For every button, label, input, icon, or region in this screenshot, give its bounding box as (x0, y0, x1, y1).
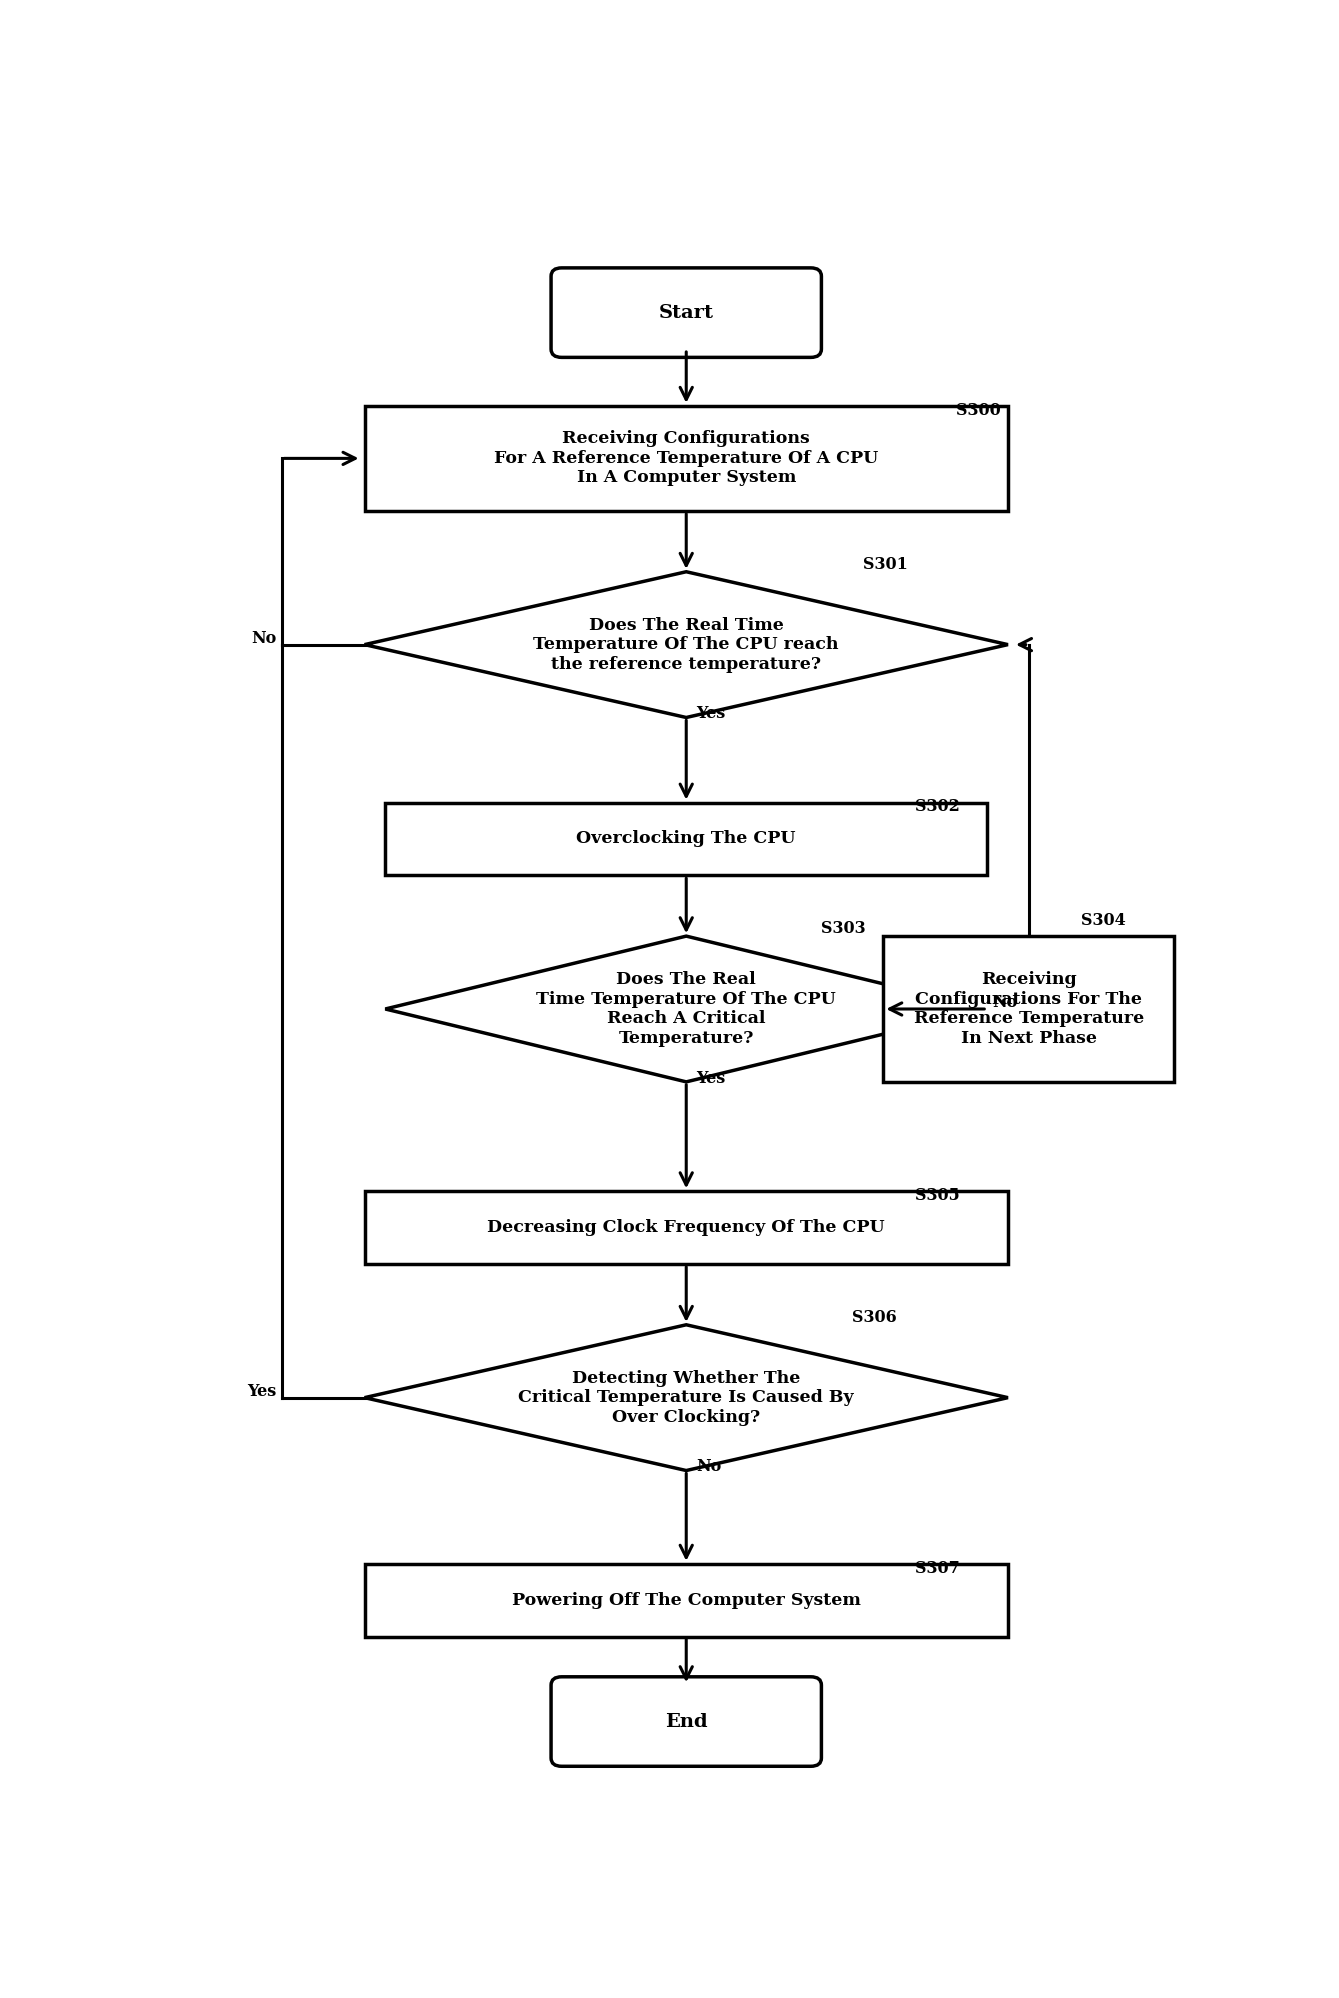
Bar (386, 803, 987, 875)
Text: Start: Start (659, 304, 714, 322)
Bar (364, 406, 1008, 511)
Text: No: No (252, 629, 276, 647)
Text: No: No (696, 1459, 722, 1475)
Text: End: End (665, 1712, 707, 1730)
Text: Detecting Whether The
Critical Temperature Is Caused By
Over Clocking?: Detecting Whether The Critical Temperatu… (518, 1369, 854, 1427)
Text: S305: S305 (915, 1187, 959, 1205)
Text: Overclocking The CPU: Overclocking The CPU (577, 831, 795, 847)
Text: S306: S306 (853, 1309, 897, 1325)
Text: S303: S303 (821, 919, 866, 937)
Text: Receiving Configurations
For A Reference Temperature Of A CPU
In A Computer Syst: Receiving Configurations For A Reference… (494, 430, 878, 486)
FancyBboxPatch shape (552, 268, 821, 358)
Text: Decreasing Clock Frequency Of The CPU: Decreasing Clock Frequency Of The CPU (487, 1219, 885, 1237)
Bar (364, 1564, 1008, 1636)
Polygon shape (364, 571, 1008, 717)
Text: S307: S307 (915, 1560, 959, 1576)
Bar (364, 1191, 1008, 1265)
Text: Yes: Yes (696, 705, 726, 723)
Text: Yes: Yes (696, 1069, 726, 1087)
Text: S300: S300 (956, 402, 1000, 420)
Text: No: No (992, 995, 1018, 1011)
Text: Powering Off The Computer System: Powering Off The Computer System (511, 1592, 861, 1608)
Text: Yes: Yes (248, 1383, 276, 1401)
Text: Does The Real
Time Temperature Of The CPU
Reach A Critical
Temperature?: Does The Real Time Temperature Of The CP… (537, 971, 836, 1047)
Text: S304: S304 (1081, 911, 1125, 929)
Text: S302: S302 (915, 799, 960, 815)
FancyBboxPatch shape (552, 1676, 821, 1766)
Text: Does The Real Time
Temperature Of The CPU reach
the reference temperature?: Does The Real Time Temperature Of The CP… (533, 617, 840, 673)
Polygon shape (386, 937, 987, 1081)
Bar (884, 937, 1174, 1081)
Polygon shape (364, 1325, 1008, 1471)
Text: S301: S301 (862, 555, 908, 573)
Text: Receiving
Configurations For The
Reference Temperature
In Next Phase: Receiving Configurations For The Referen… (913, 971, 1144, 1047)
